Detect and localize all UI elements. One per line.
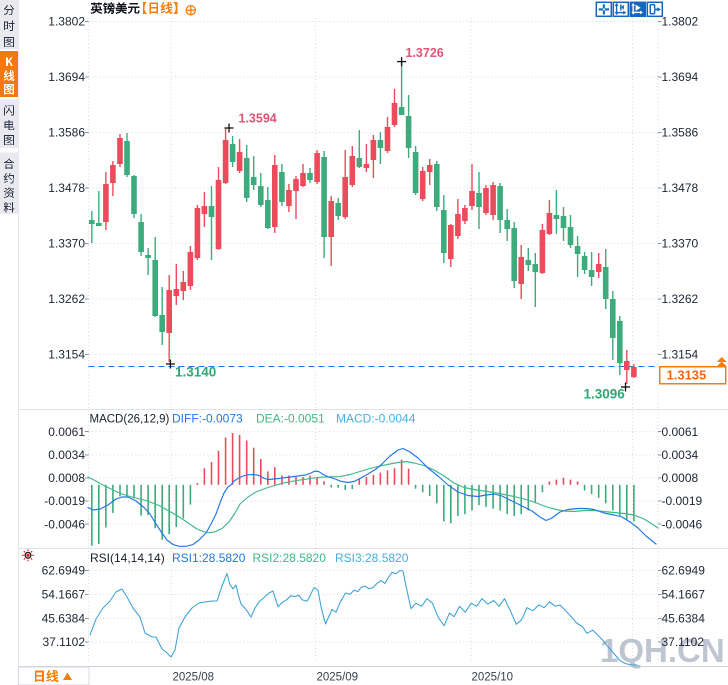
svg-text:1.3370: 1.3370 (48, 237, 85, 251)
svg-text:1.3370: 1.3370 (662, 237, 699, 251)
svg-text:0.0061: 0.0061 (48, 425, 85, 439)
svg-text:0.0061: 0.0061 (662, 425, 699, 439)
svg-text:DIFF:-0.0073: DIFF:-0.0073 (172, 412, 243, 426)
svg-text:1.3478: 1.3478 (662, 181, 699, 195)
svg-text:RSI1:28.5820: RSI1:28.5820 (172, 551, 246, 565)
svg-text:1.3096: 1.3096 (584, 387, 626, 402)
svg-text:1.3140: 1.3140 (175, 365, 216, 380)
svg-text:1.3694: 1.3694 (662, 70, 699, 84)
svg-text:45.6384: 45.6384 (662, 612, 706, 626)
svg-text:54.1667: 54.1667 (42, 588, 86, 602)
svg-text:37.1102: 37.1102 (662, 635, 705, 649)
svg-text:1.3262: 1.3262 (662, 292, 699, 306)
svg-text:0.0008: 0.0008 (48, 471, 85, 485)
svg-text:RSI(14,14,14): RSI(14,14,14) (90, 551, 165, 565)
svg-text:1.3802: 1.3802 (662, 15, 699, 29)
svg-text:DEA:-0.0051: DEA:-0.0051 (256, 412, 325, 426)
svg-text:1.3478: 1.3478 (48, 181, 85, 195)
svg-text:RSI3:28.5820: RSI3:28.5820 (335, 551, 409, 565)
svg-text:45.6384: 45.6384 (42, 612, 86, 626)
svg-text:MACD(26,12,9): MACD(26,12,9) (90, 414, 170, 426)
svg-text:62.6949: 62.6949 (662, 564, 706, 578)
svg-text:-0.0046: -0.0046 (44, 517, 85, 531)
svg-text:1.3262: 1.3262 (48, 292, 85, 306)
svg-text:62.6949: 62.6949 (42, 564, 86, 578)
svg-text:1.3154: 1.3154 (662, 348, 699, 362)
svg-text:1.3726: 1.3726 (406, 46, 444, 60)
svg-text:2025/09: 2025/09 (317, 672, 359, 684)
svg-text:0.0034: 0.0034 (48, 448, 85, 462)
svg-text:-0.0019: -0.0019 (662, 494, 703, 508)
svg-text:-0.0019: -0.0019 (44, 494, 85, 508)
svg-text:1QH.CN: 1QH.CN (600, 632, 725, 669)
svg-text:1.3586: 1.3586 (662, 126, 699, 140)
svg-text:1.3694: 1.3694 (48, 70, 85, 84)
svg-text:1.3154: 1.3154 (48, 348, 85, 362)
svg-text:1.3802: 1.3802 (48, 15, 85, 29)
svg-text:0.0034: 0.0034 (662, 448, 699, 462)
svg-text:1.3586: 1.3586 (48, 126, 85, 140)
svg-text:MACD:-0.0044: MACD:-0.0044 (336, 412, 416, 426)
svg-text:2025/08: 2025/08 (173, 672, 215, 684)
svg-text:-0.0046: -0.0046 (662, 517, 703, 531)
svg-text:2025/10: 2025/10 (472, 672, 514, 684)
svg-text:1.3594: 1.3594 (239, 112, 277, 126)
svg-text:0.0008: 0.0008 (662, 471, 699, 485)
svg-text:RSI2:28.5820: RSI2:28.5820 (253, 551, 327, 565)
svg-text:1.3135: 1.3135 (667, 368, 707, 383)
svg-text:37.1102: 37.1102 (43, 635, 86, 649)
svg-text:54.1667: 54.1667 (662, 588, 706, 602)
